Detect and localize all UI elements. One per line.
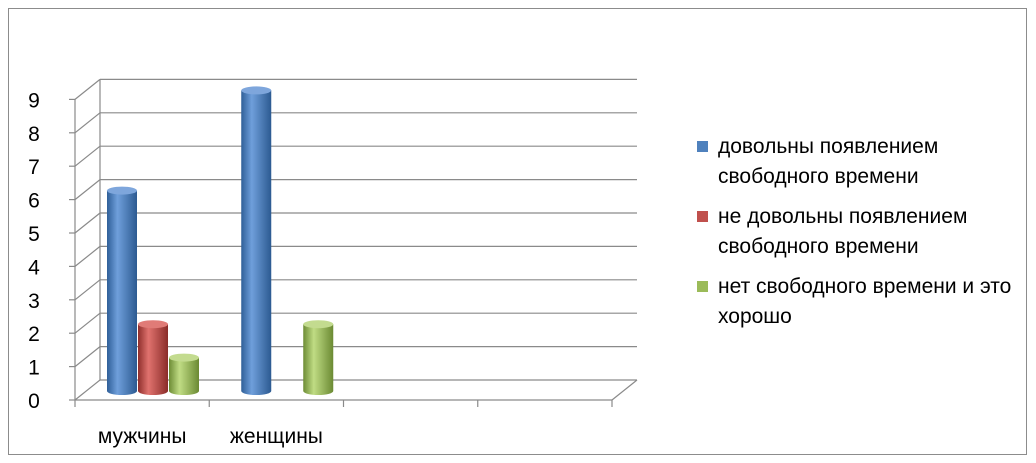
x-category-label: мужчины — [98, 425, 187, 448]
bar-top — [303, 320, 334, 329]
gridline-side — [74, 112, 101, 134]
y-tick-label: 8 — [28, 123, 40, 146]
legend-item-not-satisfied: не довольны появлением свободного времен… — [697, 202, 1027, 262]
gridline-side — [74, 346, 101, 368]
gridline-side — [74, 78, 101, 100]
gridline-side — [74, 312, 101, 334]
gridline-side — [74, 379, 101, 401]
bar-top — [169, 353, 199, 362]
y-tick-label: 7 — [28, 156, 40, 179]
y-tick-label: 6 — [28, 190, 40, 213]
y-tick-label: 1 — [28, 357, 40, 380]
bar-body — [138, 324, 168, 395]
y-tick-label: 4 — [28, 256, 40, 279]
x-category-label: женщины — [230, 425, 323, 448]
legend-label-satisfied: довольны появлением свободного времени — [718, 135, 939, 188]
bar — [169, 353, 199, 395]
bar-body — [107, 190, 137, 395]
legend-item-satisfied: довольны появлением свободного времени — [697, 132, 1027, 192]
y-tick-label: 9 — [28, 89, 40, 112]
legend-item-no-free-time: нет свободного времени и это хорошо — [697, 272, 1027, 332]
gridline-side — [74, 279, 101, 301]
gridline-side — [74, 145, 101, 167]
bar-body — [169, 357, 199, 395]
bar — [107, 186, 137, 395]
gridline-side — [74, 179, 101, 201]
chart-legend: довольны появлением свободного времени н… — [697, 132, 1027, 342]
y-tick-label: 3 — [28, 290, 40, 313]
bar-top — [241, 86, 272, 95]
bar — [138, 320, 168, 395]
legend-swatch-red — [697, 211, 708, 222]
bar-top — [138, 320, 168, 329]
y-tick-label: 2 — [28, 323, 40, 346]
legend-label-not-satisfied: не довольны появлением свободного времен… — [718, 205, 968, 258]
bar-body — [303, 324, 334, 395]
legend-swatch-green — [697, 281, 708, 292]
y-tick-label: 5 — [28, 223, 40, 246]
gridline-side — [74, 212, 101, 234]
bar — [303, 320, 334, 395]
bar — [241, 86, 272, 396]
y-tick-label: 0 — [28, 390, 40, 413]
legend-label-no-free-time: нет свободного времени и это хорошо — [718, 275, 1012, 328]
legend-swatch-blue — [697, 141, 708, 152]
gridline-side — [74, 245, 101, 267]
bar-top — [107, 186, 137, 195]
bar-body — [241, 90, 272, 396]
floor-edge — [611, 379, 638, 401]
